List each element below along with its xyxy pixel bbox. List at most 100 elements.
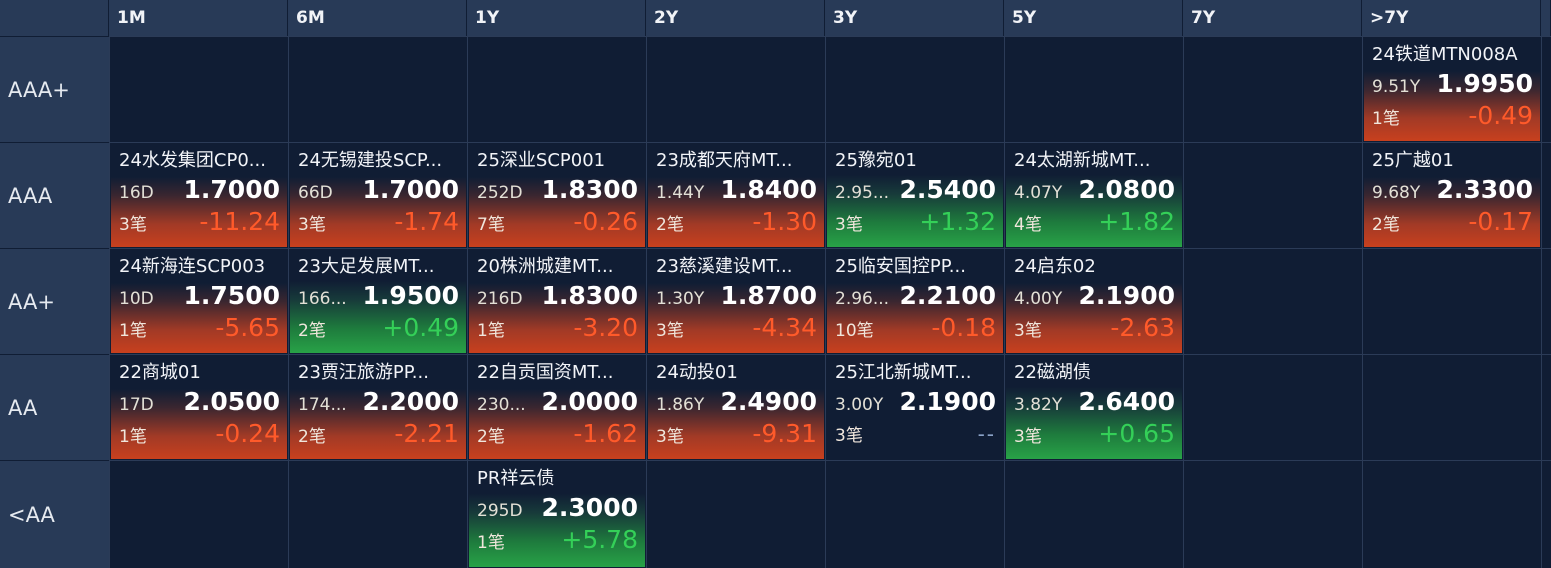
trade-count: 2笔 (477, 427, 505, 447)
column-header-5y[interactable]: 5Y (1004, 0, 1183, 36)
bond-card[interactable]: 25豫宛01 2.95... 2.5400 3笔 +1.32 (827, 144, 1003, 247)
cell-aaa-2y[interactable]: 23成都天府MT... 1.44Y 1.8400 2笔 -1.30 (646, 142, 825, 248)
cell-aaa-over-7y[interactable]: 25广越01 9.68Y 2.3300 2笔 -0.17 (1362, 142, 1541, 248)
bond-name: 23大足发展MT... (298, 256, 435, 277)
bond-term: 1.86Y (656, 395, 705, 415)
trade-count: 10笔 (835, 321, 874, 341)
cell-aa-6m[interactable]: 23贾汪旅游PP... 174... 2.2000 2笔 -2.21 (288, 354, 467, 460)
trade-count: 3笔 (298, 215, 326, 235)
column-header-7y[interactable]: 7Y (1183, 0, 1362, 36)
bond-card[interactable]: PR祥云债 295D 2.3000 1笔 +5.78 (469, 462, 645, 567)
bond-name: 20株洲城建MT... (477, 256, 614, 277)
trade-count: 3笔 (656, 321, 684, 341)
cell-below-aa-1y[interactable]: PR祥云债 295D 2.3000 1笔 +5.78 (467, 460, 646, 568)
bond-card[interactable]: 24铁道MTN008A 9.51Y 1.9950 1笔 -0.49 (1364, 38, 1540, 141)
bond-card[interactable]: 23贾汪旅游PP... 174... 2.2000 2笔 -2.21 (290, 356, 466, 459)
trade-count: 2笔 (656, 215, 684, 235)
bond-card[interactable]: 25临安国控PP... 2.96... 2.2100 10笔 -0.18 (827, 250, 1003, 353)
trade-count: 2笔 (298, 427, 326, 447)
trade-count: 3笔 (656, 427, 684, 447)
bond-yield: 1.7000 (183, 175, 280, 204)
bond-card[interactable]: 23慈溪建设MT... 1.30Y 1.8700 3笔 -4.34 (648, 250, 824, 353)
cell-aa-plus-1m[interactable]: 24新海连SCP003 10D 1.7500 1笔 -5.65 (109, 248, 288, 354)
bond-card[interactable]: 22磁湖债 3.82Y 2.6400 3笔 +0.65 (1006, 356, 1182, 459)
row-filler (1541, 460, 1551, 568)
bond-card[interactable]: 24水发集团CP0... 16D 1.7000 3笔 -11.24 (111, 144, 287, 247)
trade-count: 3笔 (835, 426, 863, 446)
column-header-1m[interactable]: 1M (109, 0, 288, 36)
bond-yield: 1.9950 (1436, 69, 1533, 98)
bond-card[interactable]: 23成都天府MT... 1.44Y 1.8400 2笔 -1.30 (648, 144, 824, 247)
bond-name: 25广越01 (1372, 150, 1454, 171)
cell-aa-3y[interactable]: 25江北新城MT... 3.00Y 2.1900 3笔 -- (825, 354, 1004, 460)
cell-aa-plus-5y[interactable]: 24启东02 4.00Y 2.1900 3笔 -2.63 (1004, 248, 1183, 354)
bond-term: 66D (298, 183, 333, 203)
bond-yield: 1.9500 (362, 281, 459, 310)
cell-aa-over-7y (1362, 354, 1541, 460)
bond-card[interactable]: 20株洲城建MT... 216D 1.8300 1笔 -3.20 (469, 250, 645, 353)
yield-change: +1.82 (1098, 207, 1175, 236)
cell-aa-1y[interactable]: 22自贡国资MT... 230... 2.0000 2笔 -1.62 (467, 354, 646, 460)
cell-aa-2y[interactable]: 24动投01 1.86Y 2.4900 3笔 -9.31 (646, 354, 825, 460)
bond-yield: 2.1900 (1078, 281, 1175, 310)
bond-term: 10D (119, 289, 154, 309)
bond-yield: 1.8300 (541, 175, 638, 204)
header-filler (1541, 0, 1551, 36)
bond-name: 24水发集团CP0... (119, 150, 266, 171)
bond-name: 22自贡国资MT... (477, 362, 614, 383)
cell-aa-plus-over-7y (1362, 248, 1541, 354)
bond-yield: 2.5400 (899, 175, 996, 204)
cell-aa-1m[interactable]: 22商城01 17D 2.0500 1笔 -0.24 (109, 354, 288, 460)
bond-term: 9.68Y (1372, 183, 1421, 203)
cell-aa-plus-6m[interactable]: 23大足发展MT... 166... 1.9500 2笔 +0.49 (288, 248, 467, 354)
cell-aa-plus-2y[interactable]: 23慈溪建设MT... 1.30Y 1.8700 3笔 -4.34 (646, 248, 825, 354)
yield-change: -2.63 (1110, 313, 1175, 342)
bond-card[interactable]: 25深业SCP001 252D 1.8300 7笔 -0.26 (469, 144, 645, 247)
bond-yield: 2.6400 (1078, 387, 1175, 416)
bond-card[interactable]: 24无锡建投SCP... 66D 1.7000 3笔 -1.74 (290, 144, 466, 247)
cell-aaa-3y[interactable]: 25豫宛01 2.95... 2.5400 3笔 +1.32 (825, 142, 1004, 248)
trade-count: 2笔 (298, 321, 326, 341)
bond-card[interactable]: 25江北新城MT... 3.00Y 2.1900 3笔 -- (827, 356, 1003, 459)
cell-aaa-plus-7y (1183, 36, 1362, 142)
bond-card[interactable]: 24太湖新城MT... 4.07Y 2.0800 4笔 +1.82 (1006, 144, 1182, 247)
bond-term: 166... (298, 289, 347, 309)
trade-count: 1笔 (119, 321, 147, 341)
trade-count: 3笔 (1014, 321, 1042, 341)
cell-aaa-6m[interactable]: 24无锡建投SCP... 66D 1.7000 3笔 -1.74 (288, 142, 467, 248)
row-filler (1541, 248, 1551, 354)
cell-aaa-plus-3y (825, 36, 1004, 142)
bond-name: 24太湖新城MT... (1014, 150, 1151, 171)
cell-aa-5y[interactable]: 22磁湖债 3.82Y 2.6400 3笔 +0.65 (1004, 354, 1183, 460)
cell-aaa-5y[interactable]: 24太湖新城MT... 4.07Y 2.0800 4笔 +1.82 (1004, 142, 1183, 248)
cell-below-aa-6m (288, 460, 467, 568)
trade-count: 1笔 (1372, 109, 1400, 129)
row-filler (1541, 36, 1551, 142)
cell-aa-plus-3y[interactable]: 25临安国控PP... 2.96... 2.2100 10笔 -0.18 (825, 248, 1004, 354)
yield-change: -2.21 (394, 419, 459, 448)
bond-card[interactable]: 25广越01 9.68Y 2.3300 2笔 -0.17 (1364, 144, 1540, 247)
bond-card[interactable]: 22自贡国资MT... 230... 2.0000 2笔 -1.62 (469, 356, 645, 459)
bond-yield: 1.7500 (183, 281, 280, 310)
column-header-1y[interactable]: 1Y (467, 0, 646, 36)
cell-aaa-plus-5y (1004, 36, 1183, 142)
bond-name: 23慈溪建设MT... (656, 256, 793, 277)
bond-card[interactable]: 23大足发展MT... 166... 1.9500 2笔 +0.49 (290, 250, 466, 353)
yield-change: -11.24 (199, 207, 280, 236)
bond-card[interactable]: 24新海连SCP003 10D 1.7500 1笔 -5.65 (111, 250, 287, 353)
cell-aaa-1y[interactable]: 25深业SCP001 252D 1.8300 7笔 -0.26 (467, 142, 646, 248)
bond-name: 22商城01 (119, 362, 201, 383)
bond-yield: 1.8700 (720, 281, 817, 310)
cell-aaa-1m[interactable]: 24水发集团CP0... 16D 1.7000 3笔 -11.24 (109, 142, 288, 248)
bond-term: 1.30Y (656, 289, 705, 309)
bond-card[interactable]: 22商城01 17D 2.0500 1笔 -0.24 (111, 356, 287, 459)
cell-aa-plus-1y[interactable]: 20株洲城建MT... 216D 1.8300 1笔 -3.20 (467, 248, 646, 354)
column-header-over-7y[interactable]: >7Y (1362, 0, 1541, 36)
column-header-2y[interactable]: 2Y (646, 0, 825, 36)
column-header-6m[interactable]: 6M (288, 0, 467, 36)
column-header-3y[interactable]: 3Y (825, 0, 1004, 36)
bond-card[interactable]: 24动投01 1.86Y 2.4900 3笔 -9.31 (648, 356, 824, 459)
cell-aaa-plus-over-7y[interactable]: 24铁道MTN008A 9.51Y 1.9950 1笔 -0.49 (1362, 36, 1541, 142)
bond-card[interactable]: 24启东02 4.00Y 2.1900 3笔 -2.63 (1006, 250, 1182, 353)
yield-change: -0.26 (573, 207, 638, 236)
